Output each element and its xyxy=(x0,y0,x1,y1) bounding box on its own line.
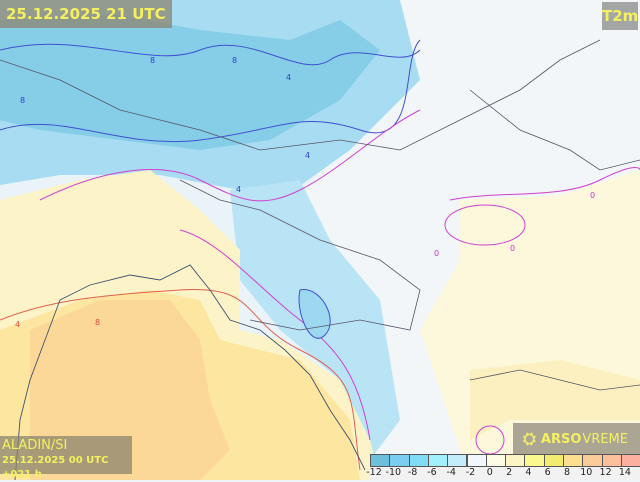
contour-label: 8 xyxy=(150,56,155,65)
legend-swatch xyxy=(543,454,564,467)
legend-swatch xyxy=(370,454,391,467)
legend-swatch xyxy=(408,454,429,467)
contour-label: 0 xyxy=(590,191,595,200)
contour-label: 8 xyxy=(20,96,25,105)
legend-swatch xyxy=(466,454,487,467)
legend-tick-label: -2 xyxy=(465,467,476,478)
legend-tick-label: 2 xyxy=(506,467,513,478)
legend-tick-label: 12 xyxy=(599,467,612,478)
legend-tick-label: -8 xyxy=(407,467,418,478)
legend-swatch xyxy=(524,454,545,467)
brand-logo: ⛭ ARSO VREME xyxy=(513,423,640,455)
legend-tick-label: 4 xyxy=(525,467,532,478)
legend-swatch xyxy=(447,454,468,467)
legend-tick-label: -12 xyxy=(366,467,382,478)
legend-tick-label: 14 xyxy=(618,467,631,478)
model-info: ALADIN/SI 25.12.2025 00 UTC +021 h xyxy=(0,436,132,480)
brand-name-light: VREME xyxy=(582,431,628,447)
contour-label: 4 xyxy=(15,320,20,329)
legend-tick-label: 0 xyxy=(486,467,493,478)
contour-label: 4 xyxy=(305,151,310,160)
model-name: ALADIN/SI xyxy=(2,438,68,453)
satellite-dish-icon: ⛭ xyxy=(523,429,536,448)
legend-swatch xyxy=(389,454,410,467)
legend-tick-label: -10 xyxy=(385,467,402,478)
contour-label: 8 xyxy=(95,318,100,327)
legend-tick-label: -4 xyxy=(446,467,456,478)
parameter-label: T2m xyxy=(602,2,638,30)
region-warm-east2 xyxy=(470,360,640,440)
legend-swatch xyxy=(485,454,507,467)
model-run: 25.12.2025 00 UTC +021 h xyxy=(2,455,109,480)
legend-swatch xyxy=(563,454,584,467)
contour-label: 8 xyxy=(232,56,237,65)
legend-swatch xyxy=(620,454,640,467)
brand-name-bold: ARSO xyxy=(540,431,582,447)
region-colder xyxy=(0,15,380,150)
legend-tick-label: -6 xyxy=(427,467,437,478)
contour-label: 0 xyxy=(510,244,515,253)
contour-label: 0 xyxy=(434,249,439,258)
legend-swatch xyxy=(427,454,449,467)
region-sea xyxy=(30,300,230,480)
legend-swatch xyxy=(582,454,603,467)
legend-tick-label: 8 xyxy=(563,467,571,478)
legend-tick-label: 6 xyxy=(544,467,551,478)
legend-tick-label: 10 xyxy=(580,467,593,478)
country-border xyxy=(0,39,640,391)
color-legend: -12 -10 -8 -6 -4 -2 0 2 4 6 8 10 12 14 xyxy=(366,454,640,480)
contour-label: 4 xyxy=(236,185,241,194)
contour-label: 4 xyxy=(286,73,291,82)
legend-swatch xyxy=(505,454,526,467)
valid-time-label: 25.12.2025 21 UTC xyxy=(0,0,172,28)
legend-swatch xyxy=(601,454,622,467)
